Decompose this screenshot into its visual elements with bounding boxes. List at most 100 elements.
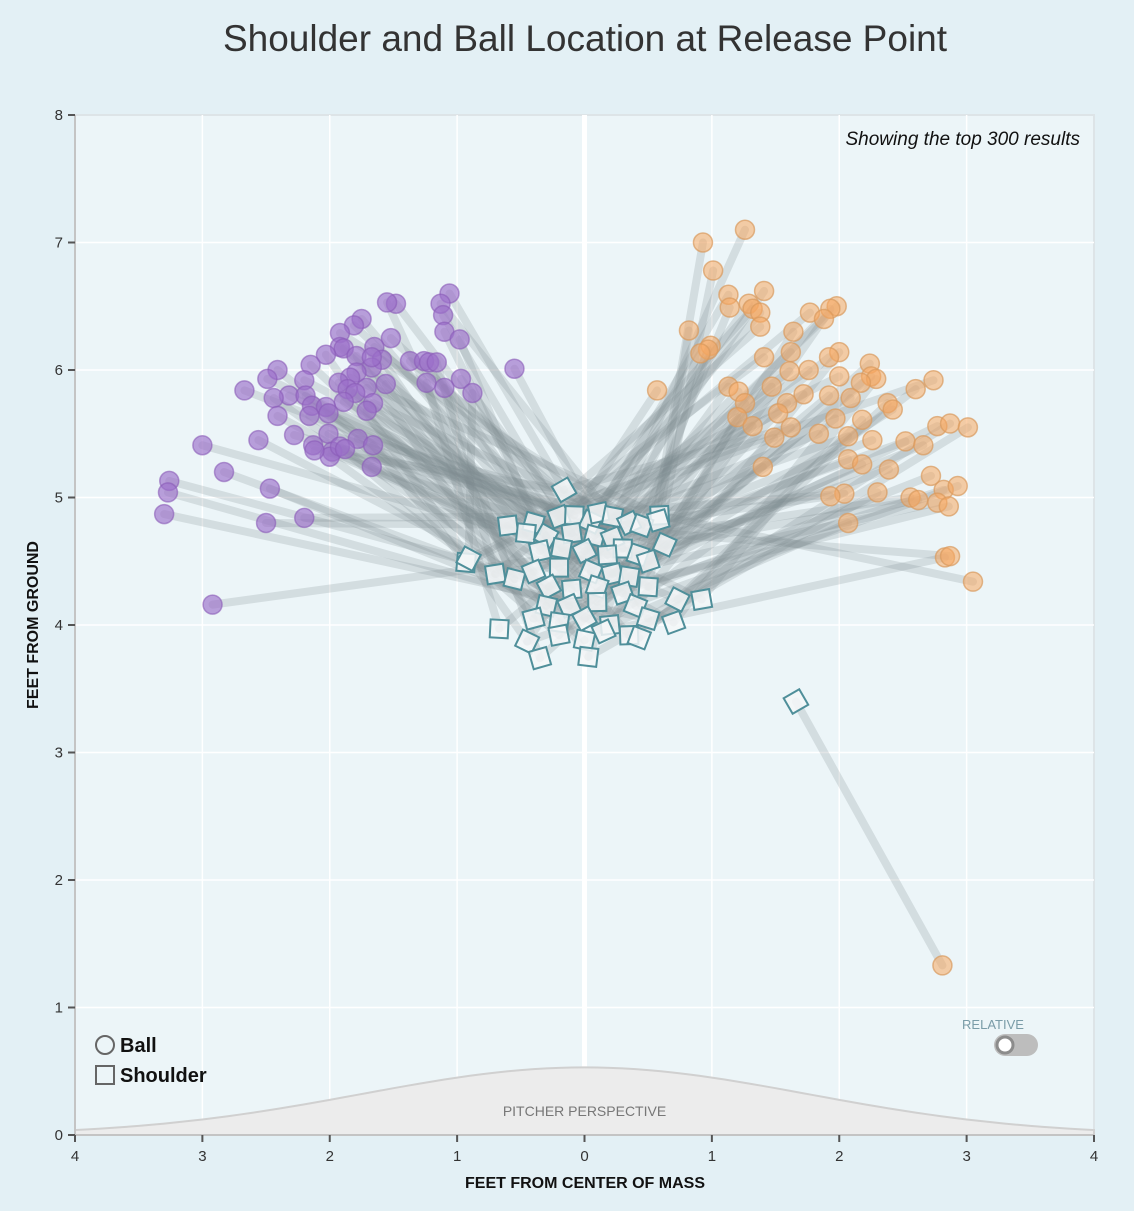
link-line bbox=[321, 402, 612, 559]
link-line bbox=[673, 415, 867, 604]
shoulder-point bbox=[455, 545, 483, 573]
x-tick-label: 1 bbox=[708, 1148, 716, 1165]
ball-points-left bbox=[153, 283, 525, 615]
ball-point bbox=[829, 366, 850, 387]
link-line bbox=[608, 429, 823, 521]
y-tick-label: 3 bbox=[55, 745, 63, 762]
link-line bbox=[321, 350, 532, 646]
link-line bbox=[523, 482, 962, 646]
link-line bbox=[324, 429, 669, 549]
shoulder-point bbox=[488, 618, 510, 640]
ball-point bbox=[905, 378, 926, 400]
ball-point bbox=[798, 359, 819, 381]
link-line bbox=[445, 289, 569, 494]
ball-point bbox=[299, 405, 320, 427]
grid bbox=[75, 115, 1094, 1135]
link-line bbox=[599, 553, 949, 636]
pitcher-perspective-mound bbox=[74, 1066, 1095, 1136]
ball-point bbox=[690, 343, 711, 364]
link-line bbox=[422, 378, 504, 633]
shoulder-point bbox=[571, 537, 598, 565]
ball-point bbox=[727, 406, 748, 428]
ball-point bbox=[750, 316, 771, 337]
link-line bbox=[357, 315, 634, 640]
ball-points-right bbox=[646, 219, 984, 976]
ball-point bbox=[380, 327, 402, 349]
shoulder-points bbox=[455, 476, 810, 716]
ball-point bbox=[957, 417, 979, 438]
ball-point bbox=[840, 387, 861, 409]
shoulder-point bbox=[483, 562, 507, 586]
y-tick-label: 1 bbox=[55, 1000, 63, 1017]
ball-point bbox=[780, 417, 802, 438]
ball-point bbox=[318, 403, 339, 424]
link-line bbox=[697, 374, 881, 604]
ball-point bbox=[780, 341, 802, 363]
legend: Ball Shoulder bbox=[95, 1035, 207, 1087]
ball-point bbox=[878, 459, 900, 480]
ball-point bbox=[820, 485, 841, 507]
ball-point bbox=[361, 347, 383, 368]
ball-point bbox=[255, 512, 277, 534]
ball-point bbox=[434, 377, 455, 399]
shoulder-point bbox=[520, 558, 547, 585]
square-icon bbox=[95, 1065, 115, 1085]
ball-point bbox=[234, 380, 255, 401]
link-line bbox=[655, 326, 693, 520]
ball-point bbox=[913, 434, 934, 456]
link-line bbox=[791, 697, 947, 970]
ball-point bbox=[862, 429, 883, 451]
legend-shoulder-label: Shoulder bbox=[120, 1065, 207, 1087]
legend-ball-label: Ball bbox=[120, 1035, 157, 1057]
y-axis-title: FEET FROM GROUND bbox=[25, 541, 42, 709]
ball-point bbox=[920, 465, 942, 487]
x-tick-label: 3 bbox=[198, 1148, 206, 1165]
y-tick-label: 8 bbox=[55, 107, 63, 124]
x-tick-label: 0 bbox=[580, 1148, 588, 1165]
ball-point bbox=[692, 232, 714, 253]
shoulder-point bbox=[547, 623, 571, 647]
results-note: Showing the top 300 results bbox=[846, 129, 1081, 150]
shoulder-point bbox=[587, 591, 608, 613]
link-line bbox=[439, 311, 576, 538]
ball-point bbox=[867, 482, 888, 503]
relative-toggle[interactable]: RELATIVE bbox=[962, 1017, 1038, 1056]
x-tick-label: 3 bbox=[962, 1148, 970, 1165]
link-line bbox=[343, 385, 530, 538]
shoulder-point bbox=[635, 548, 661, 574]
toggle-knob[interactable] bbox=[995, 1035, 1015, 1055]
ball-point bbox=[192, 434, 213, 456]
y-tick-label: 2 bbox=[55, 872, 63, 889]
ball-point bbox=[283, 424, 305, 446]
shoulder-point bbox=[690, 587, 714, 612]
link-line bbox=[369, 399, 634, 527]
y-tick-label: 7 bbox=[55, 235, 63, 252]
link-line bbox=[644, 460, 867, 566]
link-line bbox=[644, 419, 955, 623]
ball-point bbox=[783, 321, 804, 342]
link-line bbox=[362, 406, 538, 576]
link-line bbox=[383, 298, 519, 584]
shoulder-point bbox=[635, 606, 661, 632]
ball-point bbox=[742, 415, 763, 437]
ball-point bbox=[259, 478, 281, 499]
ball-point bbox=[764, 427, 785, 448]
link-line bbox=[594, 299, 753, 517]
link-line bbox=[608, 414, 840, 578]
shoulder-point bbox=[660, 609, 687, 636]
ball-point bbox=[850, 372, 872, 393]
link-line bbox=[594, 489, 849, 517]
ball-point bbox=[263, 387, 284, 409]
ball-point bbox=[361, 456, 383, 478]
link-line bbox=[464, 388, 477, 563]
ball-point bbox=[793, 383, 814, 405]
shoulder-point bbox=[596, 544, 619, 566]
ball-point bbox=[779, 361, 800, 382]
y-tick-label: 6 bbox=[55, 362, 63, 379]
link-line bbox=[625, 382, 733, 527]
ball-point bbox=[504, 358, 525, 379]
ball-point bbox=[767, 403, 789, 424]
link-line bbox=[310, 446, 569, 494]
ball-point bbox=[153, 503, 175, 525]
shoulder-point bbox=[626, 624, 653, 651]
